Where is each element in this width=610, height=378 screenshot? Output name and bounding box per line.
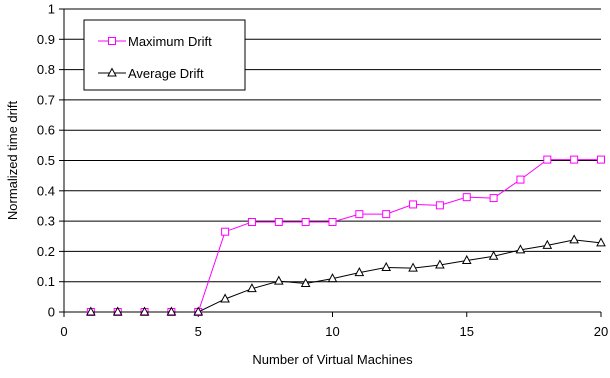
data-point-average-drift <box>86 306 96 316</box>
data-point-maximum-drift <box>221 227 230 236</box>
data-point-average-drift <box>166 306 177 316</box>
x-tick-label: 10 <box>325 324 339 339</box>
data-point-average-drift <box>488 250 499 260</box>
data-point-maximum-drift <box>543 155 552 164</box>
series-maximum-drift <box>86 155 605 316</box>
data-point-average-drift <box>408 262 418 272</box>
data-point-maximum-drift <box>489 194 498 203</box>
data-point-average-drift <box>435 259 445 269</box>
data-point-maximum-drift <box>355 210 364 219</box>
y-tick-label: 0.3 <box>37 214 55 229</box>
legend-marker-shape <box>108 37 116 45</box>
x-axis-title: Number of Virtual Machines <box>252 352 413 367</box>
legend-marker-shape <box>107 67 117 77</box>
data-point-maximum-drift <box>435 201 444 210</box>
data-point-maximum-drift <box>247 218 256 227</box>
data-point-maximum-drift <box>274 218 283 227</box>
data-point-maximum-drift <box>516 175 525 184</box>
x-tick-label: 20 <box>594 324 608 339</box>
data-point-average-drift <box>273 275 284 285</box>
data-point-average-drift <box>247 283 257 293</box>
data-point-average-drift <box>220 293 230 303</box>
y-tick-label: 0.1 <box>37 274 55 289</box>
legend-label-maximum-drift: Maximum Drift <box>128 34 212 49</box>
y-tick-label: 1 <box>48 2 55 17</box>
legend-marker-square-icon <box>108 37 116 45</box>
data-point-average-drift <box>139 306 150 316</box>
legend-entry-average-drift: Average Drift <box>98 66 204 81</box>
data-point-average-drift <box>461 254 472 264</box>
x-tick-label: 5 <box>195 324 202 339</box>
data-point-average-drift <box>193 306 204 316</box>
y-tick-label: 0 <box>48 305 55 320</box>
data-point-average-drift <box>542 239 553 249</box>
x-tick-label: 0 <box>60 324 67 339</box>
legend: Maximum Drift Average Drift <box>83 19 246 91</box>
tick-labels: 00.10.20.30.40.50.60.70.80.910 5 10 15 20 <box>37 2 608 340</box>
data-point-maximum-drift <box>301 218 310 227</box>
data-point-maximum-drift <box>328 218 337 227</box>
legend-box <box>83 19 246 91</box>
data-point-maximum-drift <box>570 155 579 164</box>
y-axis-title: Normalized time drift <box>5 101 20 221</box>
data-point-maximum-drift <box>597 155 605 164</box>
x-tick-label: 15 <box>460 324 474 339</box>
data-point-average-drift <box>381 261 392 271</box>
data-point-average-drift <box>354 267 365 277</box>
y-tick-label: 0.7 <box>37 92 55 107</box>
series-line-maximum-drift <box>90 159 601 313</box>
data-point-average-drift <box>569 234 579 244</box>
data-point-maximum-drift <box>382 210 391 219</box>
series-average-drift <box>86 234 606 316</box>
y-tick-label: 0.6 <box>37 123 55 138</box>
data-point-average-drift <box>112 306 123 316</box>
legend-label-average-drift: Average Drift <box>128 66 204 81</box>
series <box>86 155 606 316</box>
legend-entry-maximum-drift: Maximum Drift <box>98 34 212 49</box>
series-line-average-drift <box>90 239 602 313</box>
data-point-average-drift <box>327 273 338 283</box>
y-tick-label: 0.9 <box>37 32 55 47</box>
data-point-maximum-drift <box>462 193 471 202</box>
grid <box>64 8 601 283</box>
y-tick-label: 0.4 <box>37 183 55 198</box>
data-point-average-drift <box>596 237 606 247</box>
y-tick-label: 0.5 <box>37 153 55 168</box>
y-tick-label: 0.8 <box>37 62 55 77</box>
legend-marker-triangle-icon <box>107 67 117 77</box>
data-point-average-drift <box>515 244 526 254</box>
data-point-maximum-drift <box>409 200 418 209</box>
data-point-average-drift <box>300 277 311 288</box>
y-tick-label: 0.2 <box>37 244 55 259</box>
